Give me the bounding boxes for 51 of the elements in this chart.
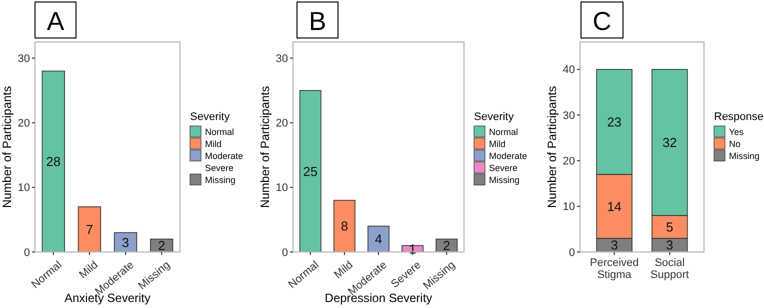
y-axis-title: Number of Participants [0, 86, 14, 208]
y-tick-label: 30 [18, 53, 30, 66]
data-label: 7 [86, 222, 94, 237]
legend-label: Mild [205, 139, 222, 150]
legend-label: Missing [729, 151, 760, 162]
legend-label: Severe [489, 163, 518, 174]
legend-label: Normal [205, 127, 234, 138]
chart-title: C [592, 6, 612, 36]
legend-label: Moderate [205, 151, 244, 162]
legend-label: Moderate [489, 151, 528, 162]
data-label: 23 [607, 114, 622, 130]
legend-label: No [729, 139, 741, 150]
x-tick-label: Social Support [650, 257, 689, 281]
data-label: 2 [443, 238, 450, 254]
x-tick-label: Perceived Stigma [590, 257, 639, 281]
y-tick-label: 0 [24, 246, 30, 259]
chart-title: A [46, 6, 65, 36]
legend-title: Response [714, 111, 764, 123]
y-tick-label: 0 [568, 246, 575, 259]
y-tick-label: 10 [562, 201, 575, 214]
y-axis-title: Number of Participants [545, 86, 559, 208]
legend-label: Normal [489, 127, 518, 138]
legend-title: Severity [474, 111, 514, 123]
legend-label: Yes [729, 127, 744, 138]
y-tick-label: 30 [562, 110, 575, 122]
y-tick-label: 10 [18, 182, 30, 194]
y-tick-label: 20 [562, 156, 575, 168]
data-label: 8 [340, 218, 348, 234]
legend-label: Missing [489, 175, 520, 186]
y-tick-label: 10 [276, 182, 288, 194]
y-tick-label: 0 [282, 246, 288, 259]
data-label: 32 [662, 134, 677, 150]
data-label: 3 [610, 238, 618, 253]
legend-title: Severity [190, 111, 230, 123]
y-axis-title: Number of Participants [258, 86, 272, 208]
text: Severe [205, 163, 234, 174]
data-label: 25 [303, 164, 318, 179]
data-label: 2 [158, 238, 166, 254]
y-tick-label: 40 [562, 64, 575, 76]
y-tick-label: 20 [18, 118, 30, 130]
legend-label: Mild [489, 139, 506, 150]
y-tick-label: 20 [276, 118, 288, 130]
legend-label: Missing [205, 175, 236, 186]
data-label: 5 [666, 219, 674, 234]
data-label: 3 [666, 238, 674, 253]
data-label: 28 [46, 154, 61, 170]
data-label: 14 [607, 198, 622, 214]
data-label: 3 [122, 234, 130, 250]
data-label: 4 [374, 232, 382, 247]
chart-title: B [308, 6, 326, 36]
y-tick-label: 30 [276, 53, 288, 66]
